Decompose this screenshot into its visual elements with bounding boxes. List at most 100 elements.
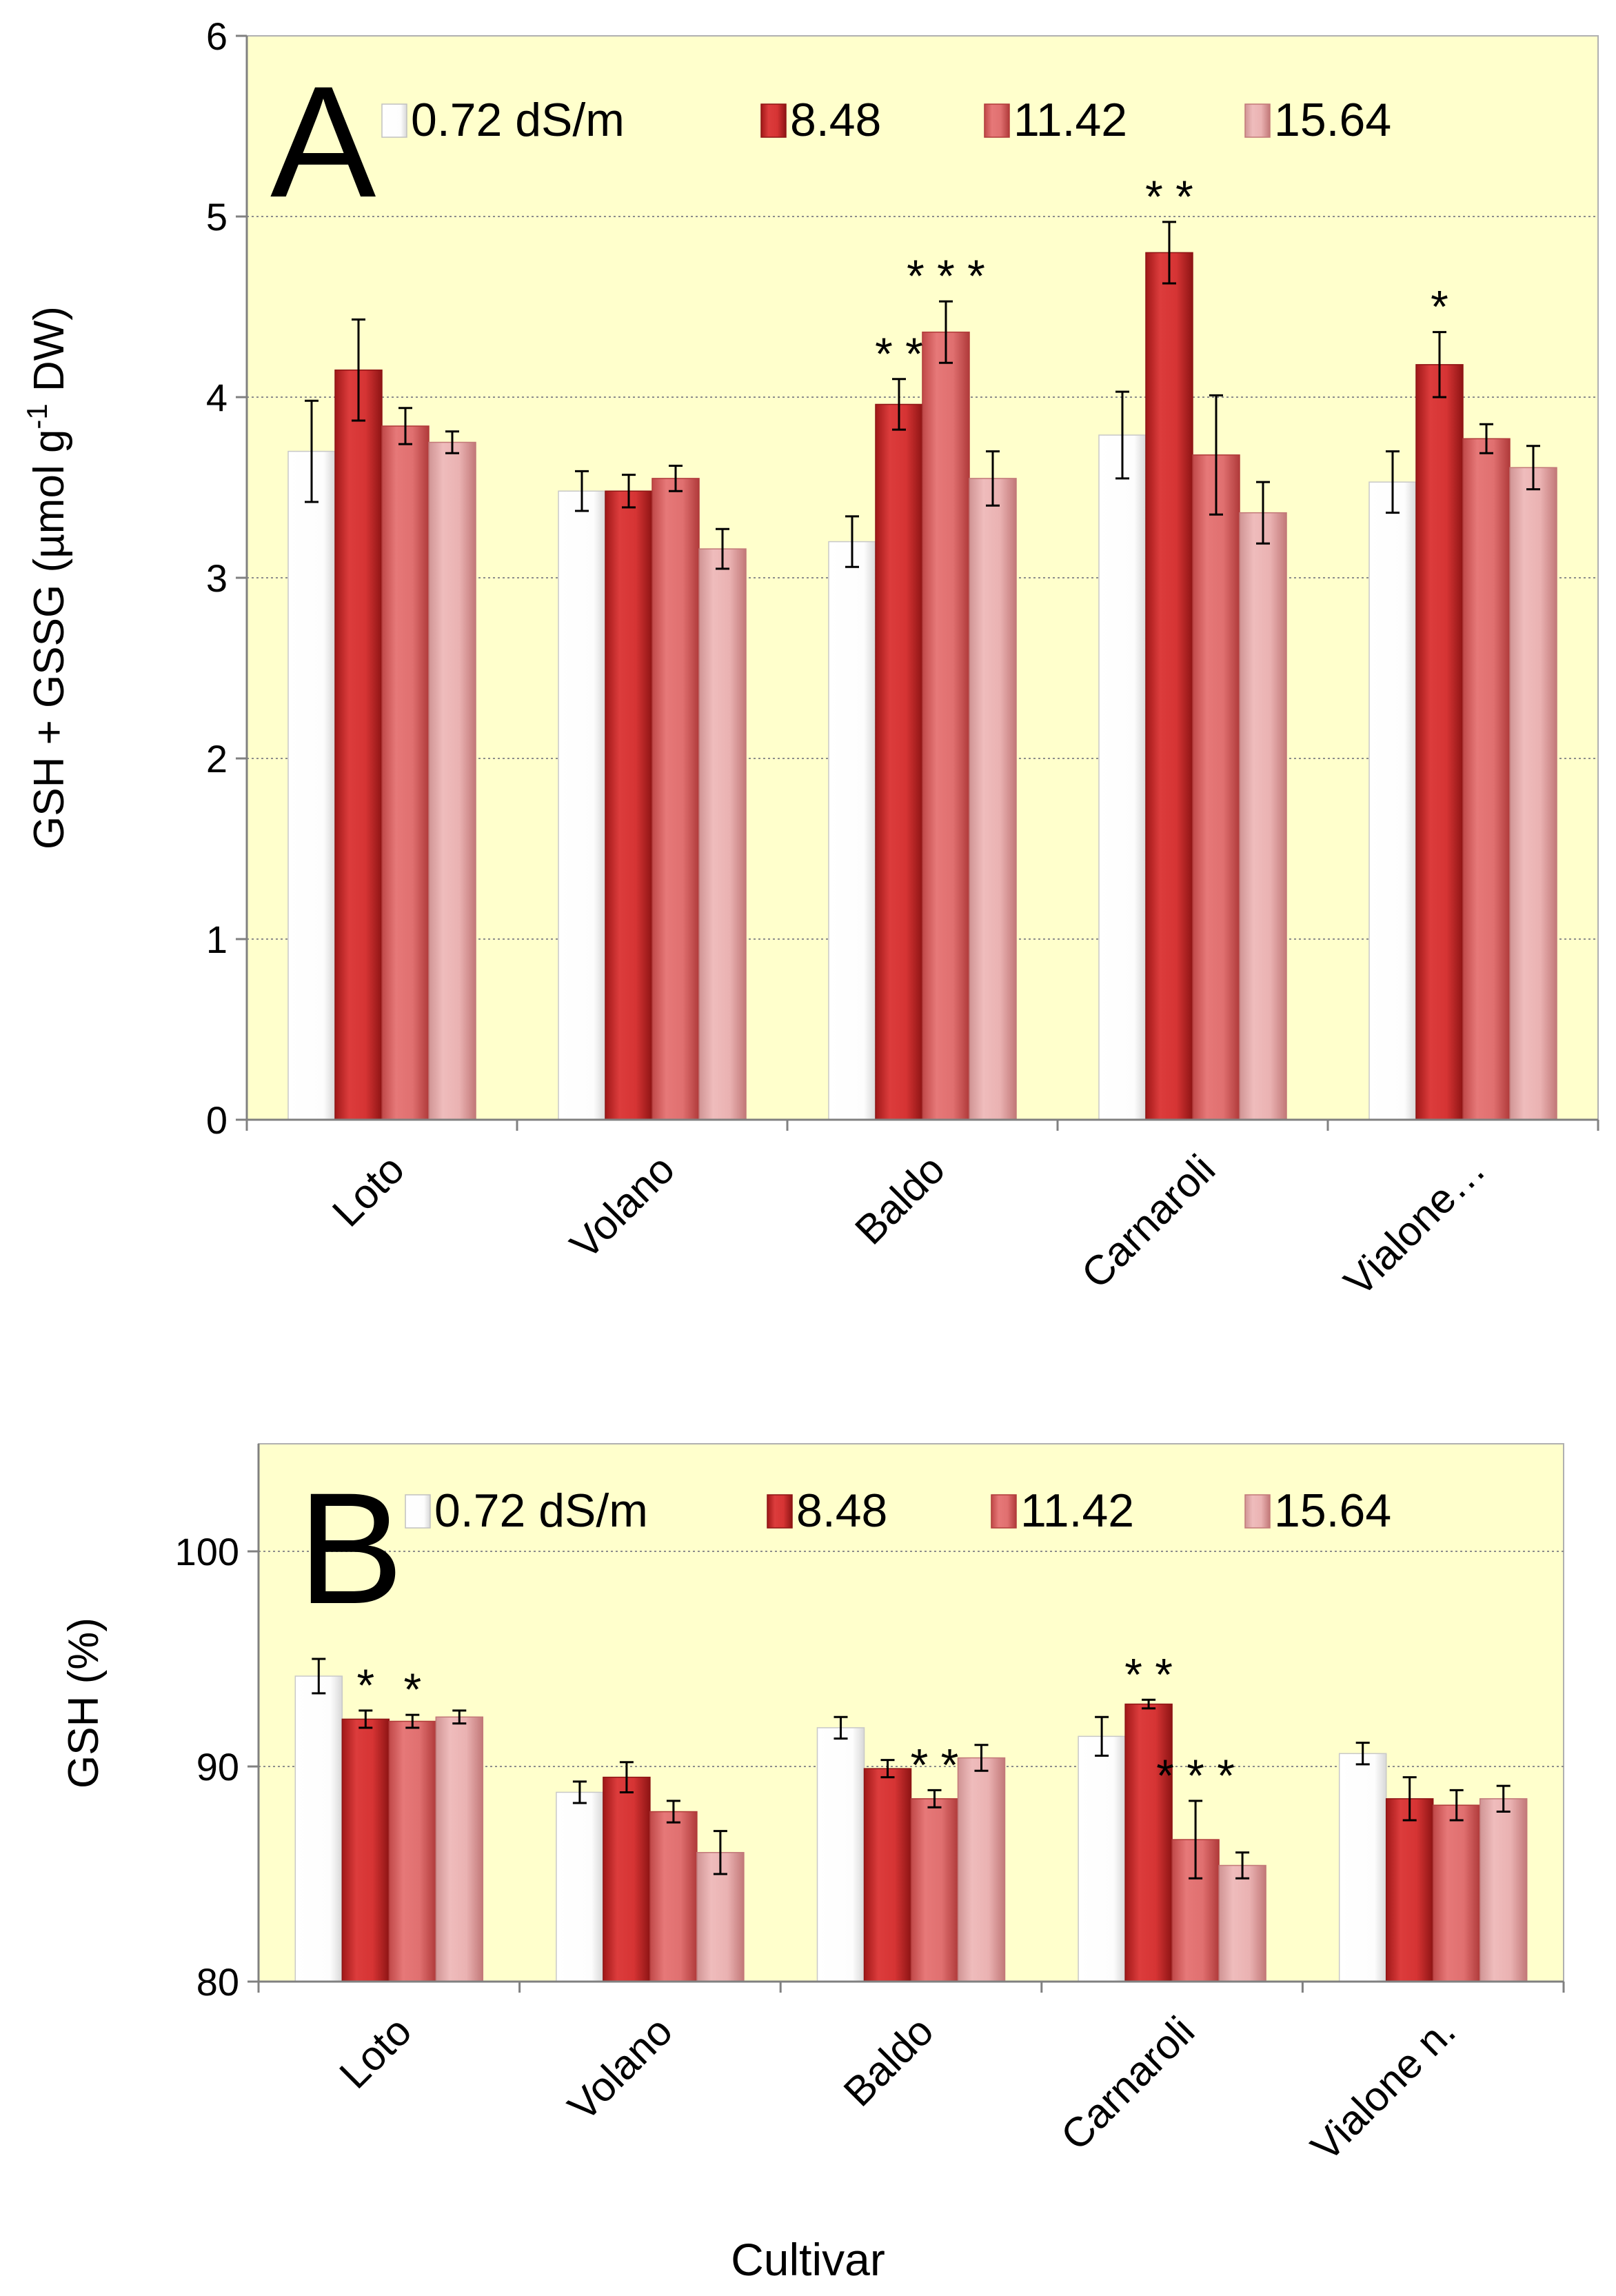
panel-a-bar-carnaroli-8-48 xyxy=(1145,252,1193,1120)
panel-b-significance-marks: * * * * * * * * * xyxy=(356,1649,1235,1801)
panel-b-bar-carnaroli-8-48 xyxy=(1124,1703,1173,1982)
panel-a-bar-volano-8-48 xyxy=(605,490,653,1120)
panel-b-y-tick-label: 90 xyxy=(196,1745,239,1789)
panel-a-bar-baldo-0-72-ds-m xyxy=(828,541,876,1120)
panel-b-legend-swatch-11-42 xyxy=(991,1494,1017,1529)
panel-b-y-tick-label: 80 xyxy=(196,1960,239,2004)
panel-a-letter: A xyxy=(270,53,376,230)
panel-a-legend-swatch-15-64 xyxy=(1244,103,1271,138)
panel-b-bar-baldo-8-48 xyxy=(863,1768,912,1982)
panel-a-bar-loto-0-72-ds-m xyxy=(287,450,336,1120)
panel-a-y-ticks: 0 1 2 3 4 5 6 xyxy=(206,14,247,1142)
panel-b-significance-mark: * * xyxy=(1124,1649,1173,1700)
panel-a-error-bars xyxy=(305,221,1540,570)
panel-b-bar-vialone-n-8-48 xyxy=(1385,1798,1434,1982)
panel-a-bar-volano-11-42 xyxy=(652,478,700,1120)
panel-b-bar-vialone-n-11-42 xyxy=(1432,1804,1481,1982)
panel-b-bar-vialone-n-15-64 xyxy=(1479,1798,1528,1982)
panel-b-bar-baldo-11-42 xyxy=(910,1798,959,1982)
panel-a-bar-carnaroli-15-64 xyxy=(1239,512,1287,1120)
panel-a-bar-baldo-15-64 xyxy=(969,478,1017,1120)
panel-a-category-label: Vialone… xyxy=(1335,1146,1495,1305)
panel-a-legend-swatch-0-72-ds-m xyxy=(381,103,407,138)
panel-b-legend-label: 11.42 xyxy=(1020,1484,1134,1537)
panel-b-category-label: Baldo xyxy=(835,2008,942,2115)
panel-b-y-tick-label: 100 xyxy=(175,1530,239,1573)
panel-b-bar-carnaroli-15-64 xyxy=(1218,1864,1266,1982)
panel-a-category-label: Loto xyxy=(323,1146,413,1236)
panel-b-legend-swatch-0-72-ds-m xyxy=(405,1494,431,1529)
panel-b-significance-mark: * xyxy=(403,1664,421,1715)
panel-b-category-label: Loto xyxy=(331,2008,421,2097)
panel-b-bar-volano-11-42 xyxy=(649,1811,698,1982)
panel-a-bar-baldo-11-42 xyxy=(922,331,970,1120)
panel-a-x-ticks: Loto Volano Baldo Carnaroli Vialone… xyxy=(245,1120,1599,1305)
panel-a-bar-baldo-8-48 xyxy=(875,403,923,1120)
panel-a-bar-loto-15-64 xyxy=(428,441,476,1120)
panel-b-legend-swatch-8-48 xyxy=(767,1494,793,1529)
panel-b-bar-vialone-n-0-72-ds-m xyxy=(1338,1753,1387,1982)
panel-a-bar-vialone-0-72-ds-m xyxy=(1368,481,1417,1120)
panel-b-chart: * * * * * * * * * 80 90 100 Loto Volano Baldo Car… xyxy=(60,1443,1565,2170)
panel-a-bar-loto-8-48 xyxy=(334,369,383,1120)
panel-a-legend-swatch-11-42 xyxy=(984,103,1010,138)
panel-a-bar-volano-0-72-ds-m xyxy=(558,490,606,1120)
panel-a-bar-loto-11-42 xyxy=(381,425,430,1120)
panel-a-legend-label: 8.48 xyxy=(790,94,881,146)
panel-b-legend-label: 15.64 xyxy=(1274,1484,1391,1537)
panel-a-legend-label: 0.72 dS/m xyxy=(411,94,625,146)
panel-b-bar-baldo-0-72-ds-m xyxy=(816,1727,865,1982)
panel-a-chart: * * * * * * * * 0 1 2 3 4 5 6 Loto Volano Baldo Carn… xyxy=(21,14,1599,1305)
panel-a-y-tick-label: 3 xyxy=(206,556,228,600)
panel-a-y-tick-label: 6 xyxy=(206,14,228,58)
panel-b-significance-mark: * * * xyxy=(1156,1750,1235,1801)
panel-a-legend: 0.72 dS/m 8.48 11.42 15.64 xyxy=(381,94,1391,146)
panel-b-x-ticks: Loto Volano Baldo Carnaroli Vialone n. xyxy=(257,1982,1565,2170)
panel-b-bar-volano-0-72-ds-m xyxy=(556,1791,604,1982)
panel-b-axes xyxy=(257,1444,1564,1983)
panel-a-significance-mark: * * xyxy=(875,328,923,379)
panel-b-bars xyxy=(294,1675,1528,1982)
panel-b-legend-swatch-15-64 xyxy=(1244,1494,1271,1529)
panel-b-bar-loto-0-72-ds-m xyxy=(294,1675,343,1982)
panel-b-category-label: Volano xyxy=(559,2008,681,2130)
panel-a-significance-marks: * * * * * * * * xyxy=(875,171,1448,379)
panel-a-bar-carnaroli-0-72-ds-m xyxy=(1098,434,1147,1120)
panel-a-category-label: Baldo xyxy=(846,1146,953,1253)
panel-b-bar-volano-8-48 xyxy=(603,1776,651,1982)
panel-a-bar-volano-15-64 xyxy=(698,548,747,1120)
panel-b-category-label: Vialone n. xyxy=(1302,2008,1464,2170)
panel-a-y-tick-label: 1 xyxy=(206,918,228,961)
panel-a-bar-vialone-8-48 xyxy=(1415,364,1464,1120)
panel-b-y-ticks: 80 90 100 xyxy=(175,1530,259,2004)
panel-b-significance-mark: * xyxy=(356,1660,374,1711)
panel-b-bar-loto-15-64 xyxy=(435,1716,484,1982)
panel-a-significance-mark: * * * xyxy=(907,250,985,301)
panel-b-y-axis-label: GSH (%) xyxy=(60,1618,108,1789)
panel-b-category-label: Carnaroli xyxy=(1052,2008,1204,2159)
panel-b-letter: B xyxy=(298,1460,403,1637)
panel-a-bar-carnaroli-11-42 xyxy=(1192,454,1240,1120)
panel-a-bars xyxy=(287,252,1557,1120)
panel-b-legend: 0.72 dS/m 8.48 11.42 15.64 xyxy=(405,1484,1391,1537)
panel-a-legend-label: 11.42 xyxy=(1013,94,1127,146)
panel-a-significance-mark: * xyxy=(1431,281,1448,332)
panel-b-legend-label: 8.48 xyxy=(796,1484,887,1537)
panel-a-y-tick-label: 4 xyxy=(206,376,228,419)
x-axis-title: Cultivar xyxy=(731,2234,885,2285)
panel-a-category-label: Volano xyxy=(561,1146,683,1268)
panel-a-y-tick-label: 2 xyxy=(206,737,228,781)
panel-a-legend-swatch-8-48 xyxy=(760,103,787,138)
panel-b-legend-label: 0.72 dS/m xyxy=(434,1484,648,1537)
panel-b-bar-baldo-15-64 xyxy=(957,1757,1006,1982)
panel-b-bar-loto-11-42 xyxy=(388,1720,437,1982)
panel-a-y-axis-label: GSH + GSSG (µmol g-1 DW) xyxy=(21,306,73,849)
panel-b-significance-mark: * * xyxy=(911,1739,959,1790)
panel-b-error-bars xyxy=(312,1658,1511,1880)
panel-a-bar-vialone-11-42 xyxy=(1462,438,1511,1120)
panel-a-legend-label: 15.64 xyxy=(1274,94,1391,146)
panel-a-y-tick-label: 5 xyxy=(206,195,228,239)
panel-a-significance-mark: * * xyxy=(1145,171,1193,222)
panel-a-bar-vialone-15-64 xyxy=(1509,467,1557,1120)
